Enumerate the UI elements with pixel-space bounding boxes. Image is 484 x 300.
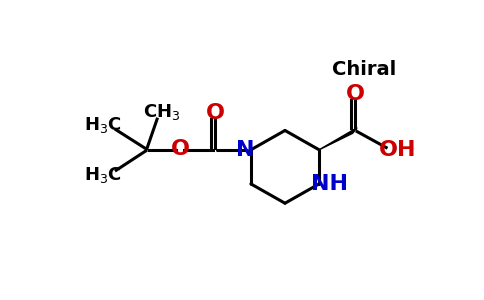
Polygon shape <box>319 128 357 150</box>
Text: O: O <box>206 103 225 123</box>
Text: O: O <box>171 139 190 159</box>
Text: NH: NH <box>311 174 348 194</box>
Text: OH: OH <box>379 140 416 160</box>
Text: H$_3$C: H$_3$C <box>84 116 121 135</box>
Text: CH$_3$: CH$_3$ <box>143 102 181 122</box>
Text: H$_3$C: H$_3$C <box>84 165 121 185</box>
Text: N: N <box>236 140 255 160</box>
Text: Chiral: Chiral <box>333 60 397 79</box>
Text: O: O <box>346 83 364 103</box>
